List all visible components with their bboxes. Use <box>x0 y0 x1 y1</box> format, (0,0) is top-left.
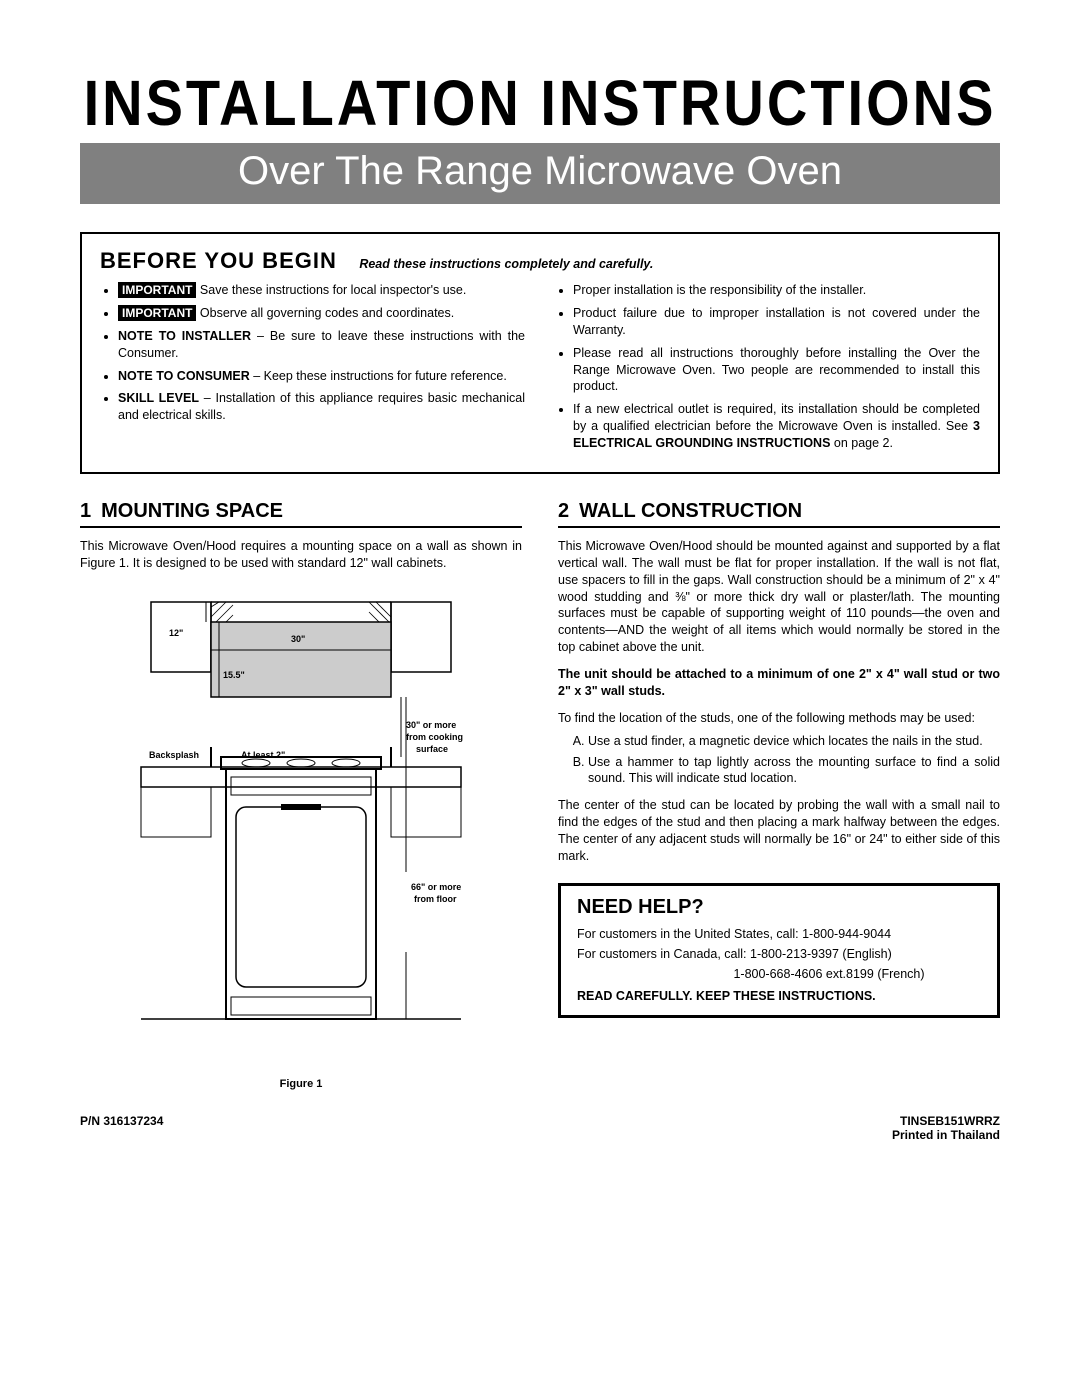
section2-p1: This Microwave Oven/Hood should be mount… <box>558 538 1000 656</box>
section2-p2: The unit should be attached to a minimum… <box>558 666 1000 700</box>
mounting-diagram: 12" 30" 15.5" Backsplash At least 2" 30"… <box>111 592 491 1072</box>
before-right-col: Proper installation is the responsibilit… <box>555 282 980 458</box>
help-us: For customers in the United States, call… <box>577 927 981 941</box>
help-ca: For customers in Canada, call: 1-800-213… <box>577 947 981 961</box>
skill-level-label: SKILL LEVEL <box>118 391 199 405</box>
note-installer-label: NOTE TO INSTALLER <box>118 329 251 343</box>
before-you-begin-box: BEFORE YOU BEGIN Read these instructions… <box>80 232 1000 474</box>
section1-p1: This Microwave Oven/Hood requires a moun… <box>80 538 522 572</box>
before-left-col: IMPORTANT Save these instructions for lo… <box>100 282 525 458</box>
page-footer: P/N 316137234 TINSEB151WRRZ Printed in T… <box>80 1114 1000 1142</box>
need-help-box: NEED HELP? For customers in the United S… <box>558 883 1000 1018</box>
subtitle-bar: Over The Range Microwave Oven <box>80 143 1000 204</box>
right-item-4c: on page 2. <box>830 436 893 450</box>
important-tag: IMPORTANT <box>118 305 196 321</box>
label-30in: 30" <box>291 634 305 644</box>
label-atleast2: At least 2" <box>241 750 285 760</box>
label-66more-b: from floor <box>414 894 457 904</box>
before-heading: BEFORE YOU BEGIN <box>100 248 337 273</box>
label-30more-a: 30" or more <box>406 720 456 730</box>
stud-method-a: Use a stud finder, a magnetic device whi… <box>588 733 1000 750</box>
label-66more-a: 66" or more <box>411 882 461 892</box>
section1-num: 1 <box>80 500 91 523</box>
label-30more-b: from cooking <box>406 732 463 742</box>
before-subheading: Read these instructions completely and c… <box>359 257 653 271</box>
note-consumer-label: NOTE TO CONSUMER <box>118 369 250 383</box>
right-item-3: Please read all instructions thoroughly … <box>573 345 980 396</box>
right-item-1: Proper installation is the responsibilit… <box>573 282 980 299</box>
note-consumer-text: – Keep these instructions for future ref… <box>250 369 507 383</box>
help-title: NEED HELP? <box>577 896 981 919</box>
important-tag: IMPORTANT <box>118 282 196 298</box>
section-wall-construction: 2 WALL CONSTRUCTION This Microwave Oven/H… <box>558 500 1000 1090</box>
label-backsplash: Backsplash <box>149 750 199 760</box>
figure-caption: Figure 1 <box>80 1078 522 1090</box>
footer-code: TINSEB151WRRZ <box>892 1114 1000 1128</box>
section-mounting-space: 1 MOUNTING SPACE This Microwave Oven/Hood… <box>80 500 522 1090</box>
help-keep: READ CAREFULLY. KEEP THESE INSTRUCTIONS. <box>577 989 981 1003</box>
section2-p4: The center of the stud can be located by… <box>558 797 1000 865</box>
section1-title: MOUNTING SPACE <box>101 500 283 522</box>
section2-num: 2 <box>558 500 569 523</box>
important-text-2: Observe all governing codes and coordina… <box>196 306 454 320</box>
footer-printed: Printed in Thailand <box>892 1128 1000 1142</box>
help-fr: 1-800-668-4606 ext.8199 (French) <box>577 967 981 981</box>
label-12in: 12" <box>169 628 183 638</box>
important-text-1: Save these instructions for local inspec… <box>196 283 466 297</box>
right-item-2: Product failure due to improper installa… <box>573 305 980 339</box>
footer-pn: P/N 316137234 <box>80 1114 163 1142</box>
section2-p3: To find the location of the studs, one o… <box>558 710 1000 727</box>
section2-title: WALL CONSTRUCTION <box>579 500 802 522</box>
right-item-4a: If a new electrical outlet is required, … <box>573 402 980 433</box>
label-30more-c: surface <box>416 744 448 754</box>
stud-method-b: Use a hammer to tap lightly across the m… <box>588 754 1000 788</box>
main-title: INSTALLATION INSTRUCTIONS <box>80 65 1000 140</box>
label-15-5in: 15.5" <box>223 670 245 680</box>
